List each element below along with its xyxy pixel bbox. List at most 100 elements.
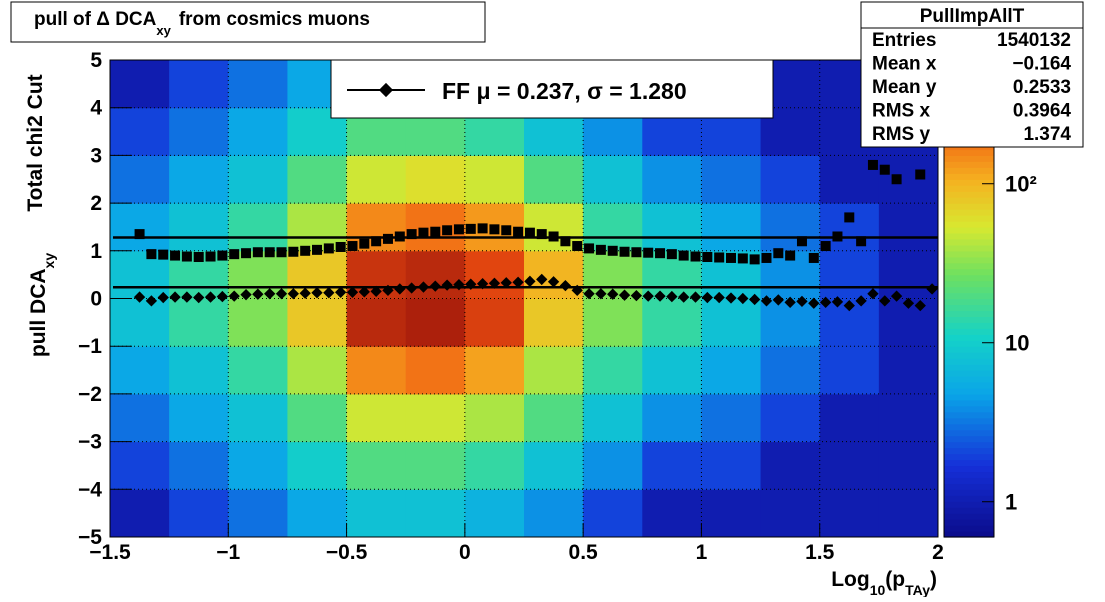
heatmap-cell xyxy=(701,346,762,395)
stats-box: PullImpAllT Entries 1540132 Mean x −0.164 Me… xyxy=(860,1,1084,148)
heatmap-cell xyxy=(405,346,466,395)
colorbar-slice xyxy=(944,226,994,234)
colorbar-slice xyxy=(944,423,994,431)
profile-point xyxy=(252,288,264,300)
profile-point xyxy=(275,288,288,300)
profile-point xyxy=(430,226,441,237)
profile-point xyxy=(619,246,630,257)
heatmap-cell xyxy=(524,298,584,347)
profile-point xyxy=(228,290,240,302)
profile-point xyxy=(855,295,867,307)
heatmap-cell xyxy=(346,346,407,395)
heatmap-cell xyxy=(405,489,466,538)
profile-point xyxy=(370,285,382,298)
profile-point xyxy=(666,290,678,303)
heatmap-cell xyxy=(169,155,229,204)
profile-point xyxy=(631,247,642,258)
profile-point xyxy=(169,291,181,303)
profile-point xyxy=(856,236,867,247)
stats-label: Mean x xyxy=(872,54,937,75)
profile-point xyxy=(595,288,607,300)
heatmap-cell xyxy=(464,298,525,347)
stats-value: 1540132 xyxy=(997,30,1071,51)
x-tick-label: 0.5 xyxy=(569,541,599,564)
profile-point xyxy=(584,243,595,254)
profile-point xyxy=(406,229,417,240)
stats-label: Mean y xyxy=(872,77,937,98)
heatmap-cell xyxy=(346,393,407,443)
heatmap-cell xyxy=(169,107,229,156)
heatmap-cell xyxy=(346,298,407,347)
profile-point xyxy=(500,277,512,289)
x-tick-label: −0.5 xyxy=(326,541,368,564)
profile-point xyxy=(358,286,370,298)
heatmap-cell xyxy=(405,250,466,299)
profile-point xyxy=(204,291,217,303)
heatmap-cell xyxy=(878,155,939,204)
heatmap-cell xyxy=(760,155,821,204)
heatmap-cell xyxy=(524,441,584,490)
colorbar-slice xyxy=(944,244,994,252)
colorbar-slice xyxy=(944,370,994,377)
profile-point xyxy=(429,280,441,292)
heatmap-cell xyxy=(464,155,525,204)
heatmap-cell xyxy=(701,155,762,204)
profile-point xyxy=(488,277,501,289)
profile-point xyxy=(323,287,335,299)
profile-point xyxy=(713,291,725,304)
heatmap-cell xyxy=(701,203,762,252)
y-tick-label: 0 xyxy=(90,288,102,311)
profile-point xyxy=(371,236,382,247)
colorbar-slice xyxy=(944,298,994,306)
stats-value: 1.374 xyxy=(1023,124,1071,145)
profile-point xyxy=(891,174,902,185)
title-text: pull of Δ DCA xyxy=(34,9,157,30)
profile-point xyxy=(501,225,512,236)
colorbar-slice xyxy=(944,483,994,490)
colorbar-slice xyxy=(944,209,994,216)
heatmap-cell xyxy=(583,489,643,538)
y-axis-label: Total chi2 Cut xyxy=(24,74,47,211)
colorbar-slice xyxy=(944,501,994,508)
colorbar-slice xyxy=(944,232,994,240)
profile-point xyxy=(158,249,169,260)
colorbar-slice xyxy=(944,465,994,473)
profile-point xyxy=(832,231,843,242)
y-axis-label-subscript: xy xyxy=(41,253,57,269)
heatmap-cell xyxy=(228,393,288,443)
colorbar-slice xyxy=(944,161,994,168)
heatmap-cell xyxy=(405,441,466,490)
colorbar-slice xyxy=(944,203,994,210)
x-tick-label: 1.5 xyxy=(805,541,835,564)
heatmap-cell xyxy=(819,393,880,443)
profile-point xyxy=(773,248,784,259)
profile-point xyxy=(264,288,276,300)
profile-point xyxy=(536,273,548,286)
profile-point xyxy=(312,244,322,255)
profile-point xyxy=(548,231,559,242)
heatmap-cell xyxy=(228,441,288,490)
axes: −1.5 −1 −0.5 0 0.5 1 1.5 2 −5 −4 −3 −2 −1 0 1 2 3 4 5 xyxy=(78,49,944,564)
profile-point xyxy=(737,253,748,264)
heatmap-cell xyxy=(110,60,170,109)
profile-point xyxy=(382,233,393,244)
profile-point xyxy=(536,229,547,240)
heatmap-cell xyxy=(287,393,348,443)
heatmap-cell xyxy=(878,203,939,252)
x-tick-label: −1.5 xyxy=(89,541,131,564)
heatmap-cell xyxy=(583,346,643,395)
profile-point xyxy=(170,250,181,261)
profile-point xyxy=(524,227,535,238)
colorbar-slice xyxy=(944,286,994,294)
colorbar-slice xyxy=(944,262,994,270)
heatmap-cell xyxy=(228,107,288,156)
colorbar-tick-label: 1 xyxy=(1005,490,1017,515)
colorbar-slice xyxy=(944,292,994,300)
heatmap-cell xyxy=(878,346,939,395)
colorbar-slice xyxy=(944,238,994,246)
profile-point xyxy=(335,241,346,252)
heatmap-cell xyxy=(346,441,407,490)
heatmap-cell xyxy=(405,393,466,443)
colorbar-slice xyxy=(944,495,994,502)
